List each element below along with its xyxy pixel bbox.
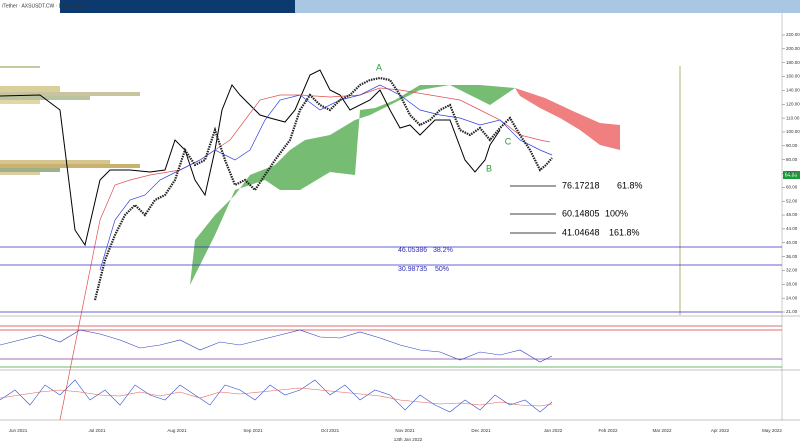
fib-price: 41.04648	[562, 227, 600, 237]
fib-ratio: 38.2%	[433, 247, 453, 254]
date-label: Feb 2022	[598, 428, 618, 433]
date-label: May 2022	[762, 428, 782, 433]
price-tag	[783, 171, 800, 179]
candles	[93, 76, 553, 301]
fib-price: 60.14805	[562, 208, 600, 218]
price-label: 200.00	[786, 46, 800, 51]
price-label: 52.00	[786, 198, 798, 203]
price-label: 72.00	[786, 171, 798, 176]
price-label: 36.00	[786, 254, 798, 259]
wave-label: B	[486, 163, 492, 173]
fib-price: 76.17218	[562, 180, 600, 190]
price-label: 40.00	[786, 240, 798, 245]
date-label: Jul 2021	[88, 428, 106, 433]
price-label: 32.00	[786, 268, 798, 273]
price-label: 90.00	[786, 143, 798, 148]
base-line	[59, 87, 551, 421]
conversion-line	[99, 84, 553, 271]
price-label: 21.00	[786, 309, 798, 314]
fib-price: 46.05386	[398, 247, 427, 254]
rsi-line	[0, 329, 553, 363]
price-label: 180.00	[786, 60, 800, 65]
price-label: 24.00	[786, 295, 798, 300]
fib-ratio: 100%	[605, 208, 628, 218]
price-label: 120.00	[786, 101, 800, 106]
price-label: 140.00	[786, 88, 800, 93]
labels: 220.00 200.00 180.00 160.00 140.00 120.00 110.…	[9, 32, 800, 442]
navigator-track	[295, 0, 800, 13]
date-label: Aug 2021	[167, 428, 187, 433]
ichimoku-cloud-bull	[190, 85, 515, 285]
date-label: Apr 2022	[711, 428, 730, 433]
date-label: Sep 2021	[243, 428, 263, 433]
date-label: Dec 2021	[471, 428, 491, 433]
price-label: 80.00	[786, 157, 798, 162]
ichimoku-cloud-bear	[515, 88, 620, 150]
price-label: 110.00	[786, 115, 800, 120]
price-label: 100.00	[786, 129, 800, 134]
oscillator-d	[0, 387, 553, 407]
date-label: Nov 2021	[395, 428, 415, 433]
date-label: Jan 2022	[544, 428, 563, 433]
date-label: Oct 2021	[321, 428, 340, 433]
price-label: 60.00	[786, 185, 798, 190]
fib-ratio: 161.8%	[609, 227, 640, 237]
date-label: Mar 2022	[652, 428, 672, 433]
current-price: 64.88	[785, 172, 798, 178]
wave-label: C	[505, 136, 512, 146]
lagging-span	[0, 69, 501, 247]
price-label: 220.00	[786, 32, 800, 37]
fib-price: 30.98735	[398, 266, 427, 273]
price-label: 48.00	[786, 212, 798, 217]
navigator-window	[60, 0, 295, 13]
fib-ratio: 61.8%	[617, 180, 643, 190]
price-label: 28.00	[786, 281, 798, 286]
fib-ratio: 50%	[435, 266, 449, 273]
cursor-date: 13th Jan 2022	[394, 437, 423, 442]
volume-profile	[0, 66, 140, 175]
chart-title: /Tether · AXSUSDT.CW · Daily · USD	[2, 3, 85, 9]
wave-label: A	[376, 62, 382, 72]
price-label: 44.00	[786, 226, 798, 231]
price-label: 160.00	[786, 74, 800, 79]
date-label: Jun 2021	[9, 428, 28, 433]
